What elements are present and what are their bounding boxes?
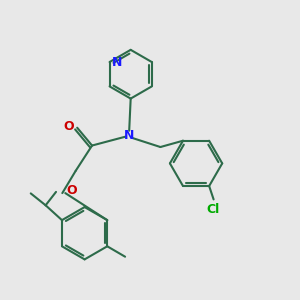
Text: N: N [124, 129, 134, 142]
Text: N: N [112, 56, 122, 68]
Text: Cl: Cl [206, 203, 219, 216]
Text: O: O [63, 120, 74, 133]
Text: O: O [66, 184, 76, 197]
